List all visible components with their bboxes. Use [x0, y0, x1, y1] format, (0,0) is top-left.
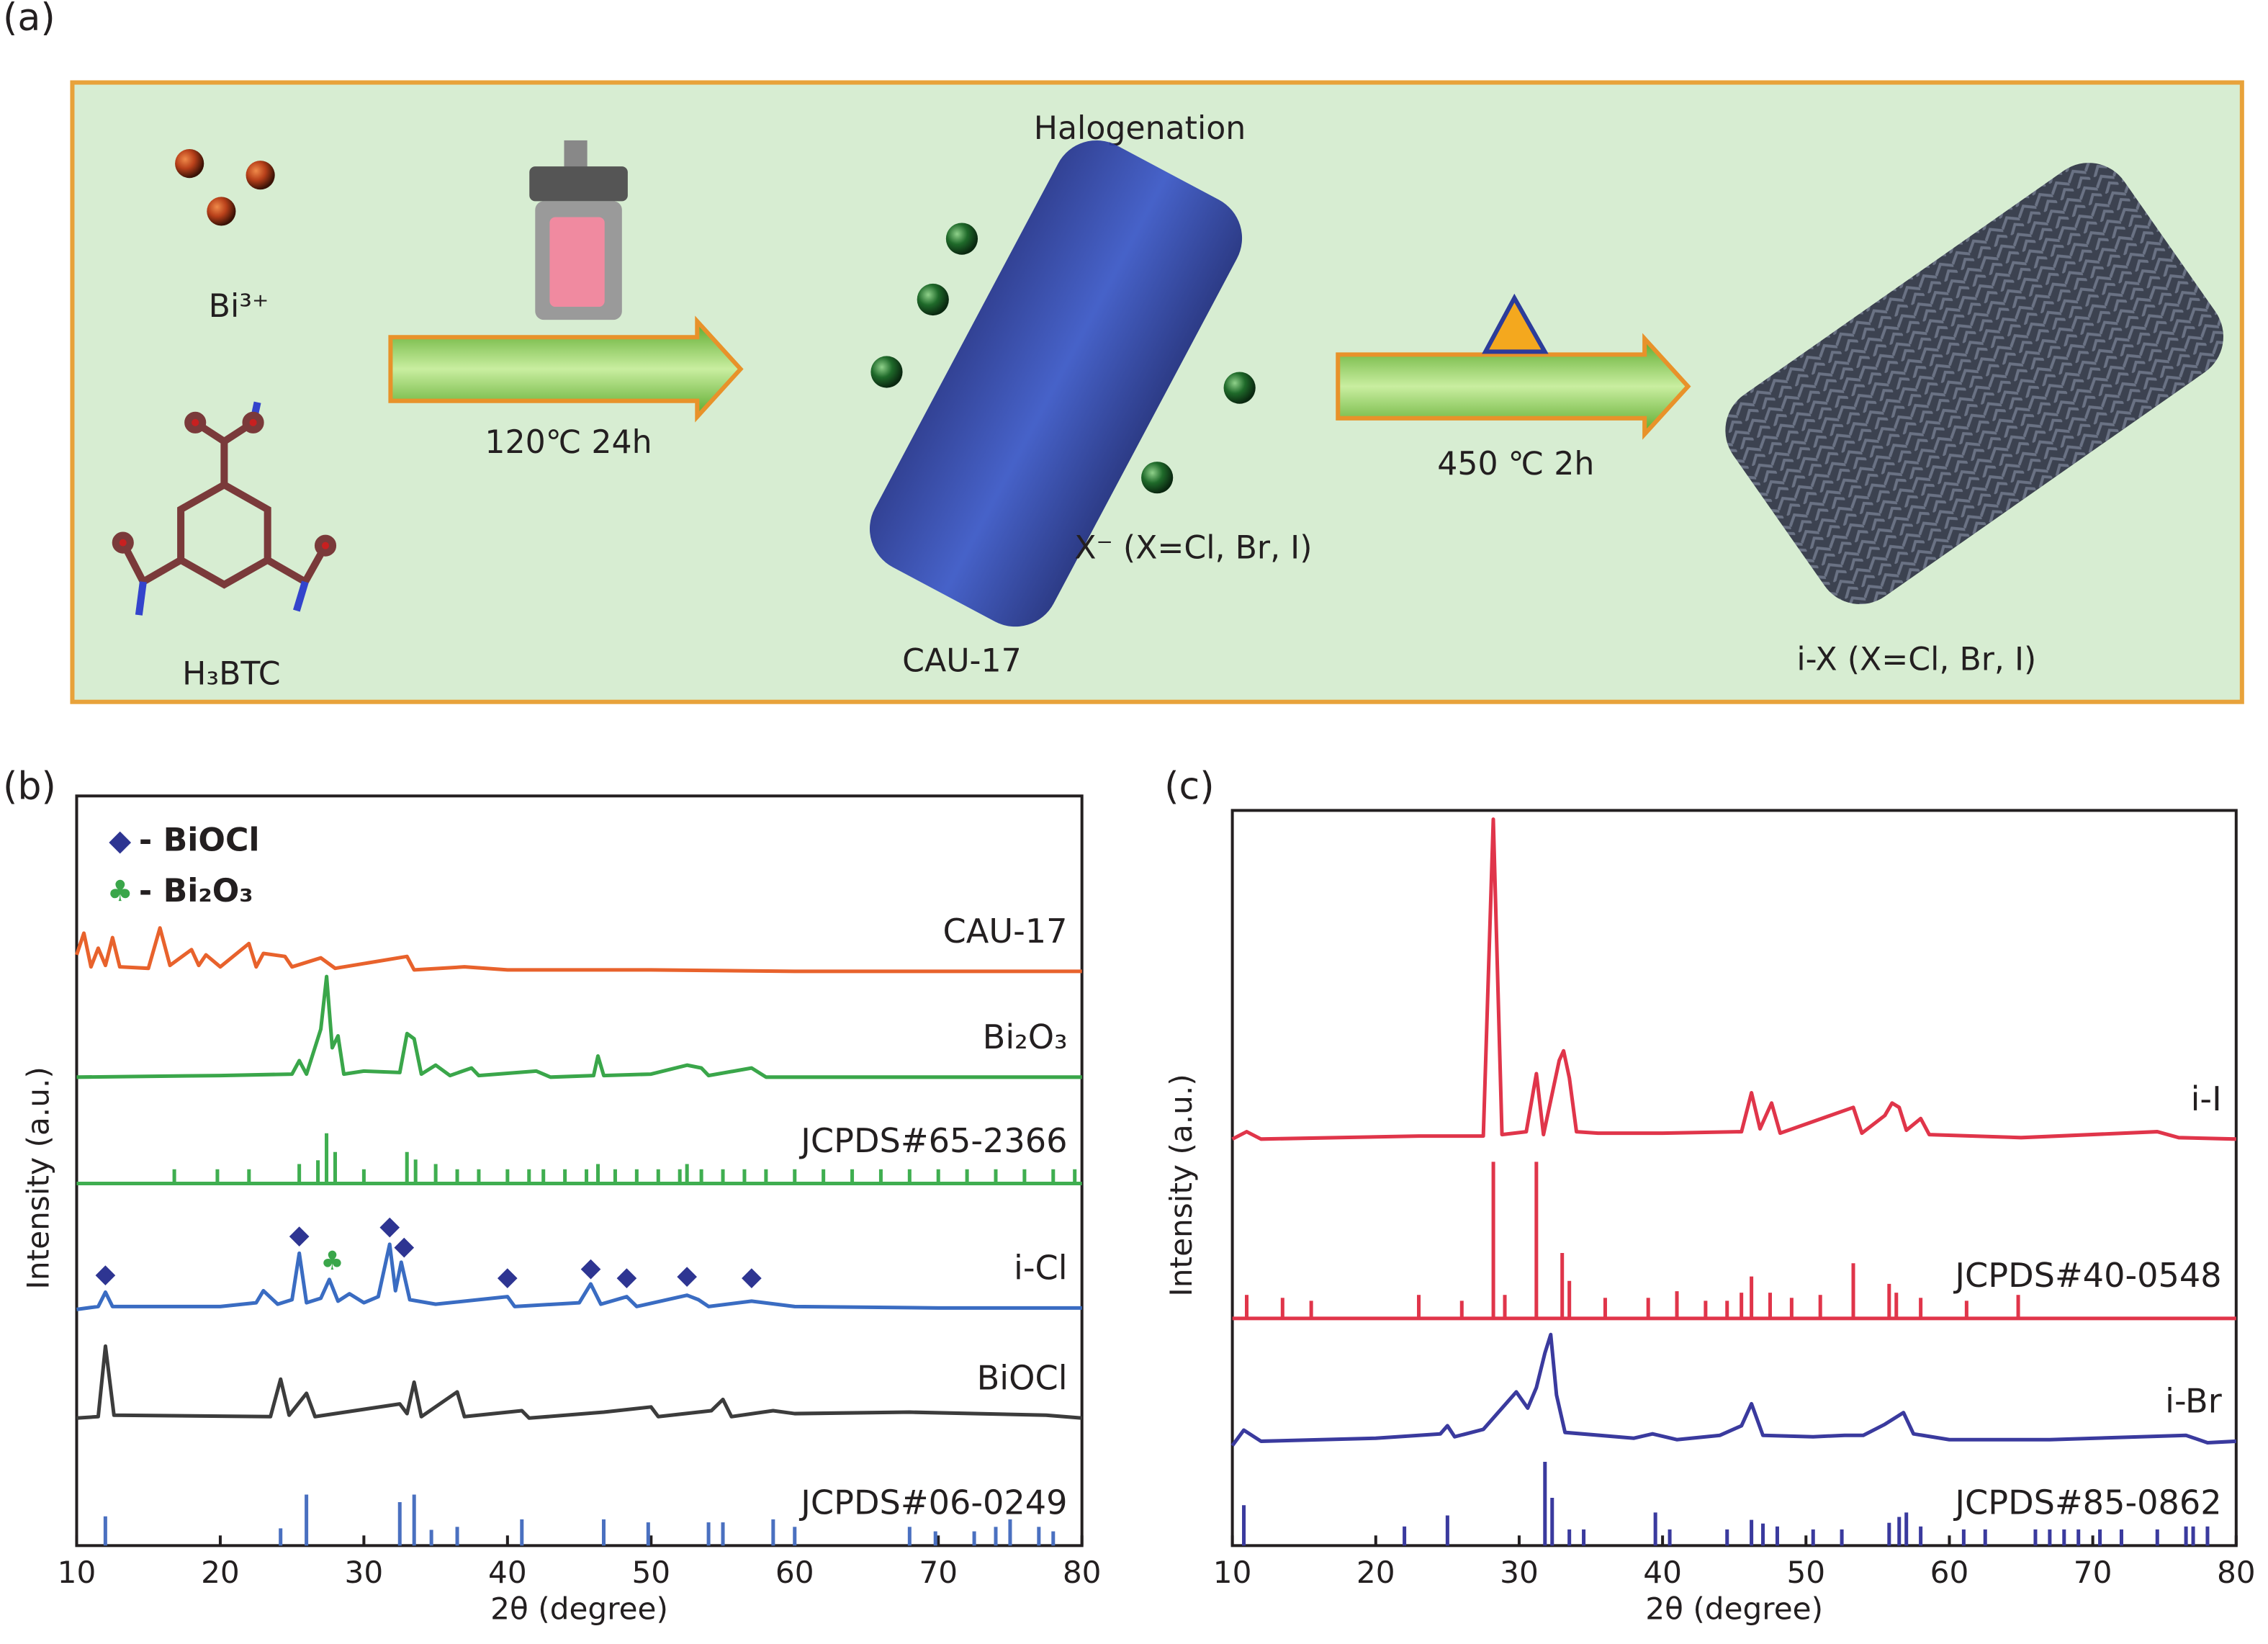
- x-axis-label: 2θ (degree): [490, 1591, 668, 1626]
- halide-label: X⁻ (X=Cl, Br, I): [1074, 530, 1312, 567]
- x-tick-label: 30: [1500, 1555, 1539, 1590]
- panel-label: (b): [3, 765, 56, 808]
- series-label: JCPDS#85-0862: [1953, 1483, 2221, 1522]
- phase-marker: ♣: [320, 1245, 343, 1276]
- xrd-pattern: [76, 1242, 1082, 1311]
- halide-ions: [870, 223, 1256, 494]
- halogenation-label: Halogenation: [1034, 110, 1246, 147]
- x-tick-label: 70: [919, 1555, 958, 1590]
- heat-symbol: [1482, 293, 1549, 354]
- legend-label: - BiOCl: [139, 822, 260, 859]
- series-label: BiOCl: [977, 1359, 1068, 1398]
- arrow: [1336, 333, 1691, 440]
- x-tick-label: 40: [488, 1555, 527, 1590]
- x-tick-label: 10: [58, 1555, 96, 1590]
- panel-label: (a): [3, 0, 55, 40]
- xrd-pattern: [76, 974, 1082, 1079]
- series-label: i-Cl: [1014, 1249, 1068, 1288]
- x-axis-label: 2θ (degree): [1645, 1591, 1823, 1626]
- bi-label: Bi³⁺: [209, 288, 269, 325]
- linker-molecule: [112, 401, 337, 616]
- panel-a: (a) Bi³⁺ H₃BTC 120℃ 24h Halogenation: [3, 0, 2244, 704]
- linker-label: H₃BTC: [182, 656, 280, 693]
- series-label: CAU-17: [942, 912, 1067, 951]
- series-label: JCPDS#65-2366: [798, 1121, 1067, 1160]
- x-tick-label: 50: [1786, 1555, 1825, 1590]
- xrd-pattern: [76, 1344, 1082, 1420]
- cau-label: CAU-17: [902, 642, 1022, 679]
- x-tick-label: 20: [1356, 1555, 1395, 1590]
- x-tick-label: 60: [775, 1555, 814, 1590]
- panel-label: (c): [1164, 765, 1214, 808]
- bi-ions: [175, 148, 275, 226]
- x-tick-label: 80: [1063, 1555, 1102, 1590]
- x-tick-label: 20: [201, 1555, 240, 1590]
- x-tick-label: 40: [1643, 1555, 1682, 1590]
- x-tick-label: 60: [1930, 1555, 1969, 1590]
- arrow: [388, 315, 744, 423]
- phase-marker: ◆: [289, 1218, 310, 1249]
- product-crystal: [1725, 163, 2223, 605]
- series-label: i-Br: [2165, 1382, 2222, 1421]
- series-label: JCPDS#06-0249: [798, 1483, 1067, 1522]
- chart: (b) 10 20 30 40 50 60 70 80 2θ (degree) Intensity …: [3, 765, 1101, 1626]
- y-axis-label: Intensity (a.u.): [1164, 1074, 1199, 1296]
- x-tick-label: 70: [2074, 1555, 2112, 1590]
- x-tick-label: 10: [1213, 1555, 1252, 1590]
- y-axis-label: Intensity (a.u.): [21, 1066, 56, 1289]
- phase-marker: ◆: [498, 1261, 518, 1292]
- phase-marker: ◆: [95, 1258, 115, 1289]
- phase-marker: ◆: [394, 1230, 414, 1261]
- xrd-pattern: [75, 926, 1082, 974]
- phase-marker: ◆: [379, 1210, 400, 1241]
- legend-symbol: ◆: [109, 825, 131, 858]
- x-tick-label: 80: [2217, 1555, 2256, 1590]
- plot-frame: [75, 794, 1084, 1548]
- x-tick-label: 30: [345, 1555, 384, 1590]
- cau-crystal: [869, 140, 1243, 627]
- x-tick-label: 50: [631, 1555, 670, 1590]
- phase-marker: ◆: [677, 1259, 697, 1290]
- series-label: i-I: [2191, 1079, 2222, 1118]
- phase-marker: ◆: [742, 1261, 762, 1292]
- autoclave: [529, 140, 628, 320]
- series-label: JCPDS#40-0548: [1953, 1256, 2221, 1295]
- product-label: i-X (X=Cl, Br, I): [1796, 641, 2036, 678]
- step1-label: 120℃ 24h: [485, 424, 652, 461]
- chart: (c) 10 20 30 40 50 60 70 80 2θ (degree) Intensity …: [1164, 765, 2256, 1626]
- phase-marker: ◆: [616, 1261, 636, 1292]
- legend-label: - Bi₂O₃: [139, 873, 253, 909]
- xrd-pattern: [1230, 1332, 2236, 1447]
- step2-label: 450 ℃ 2h: [1437, 446, 1594, 482]
- phase-marker: ◆: [581, 1252, 601, 1283]
- series-label: Bi₂O₃: [983, 1018, 1068, 1056]
- xrd-pattern: [1231, 817, 2236, 1141]
- plot-frame: [1230, 809, 2238, 1548]
- legend-symbol: ♣: [107, 875, 133, 908]
